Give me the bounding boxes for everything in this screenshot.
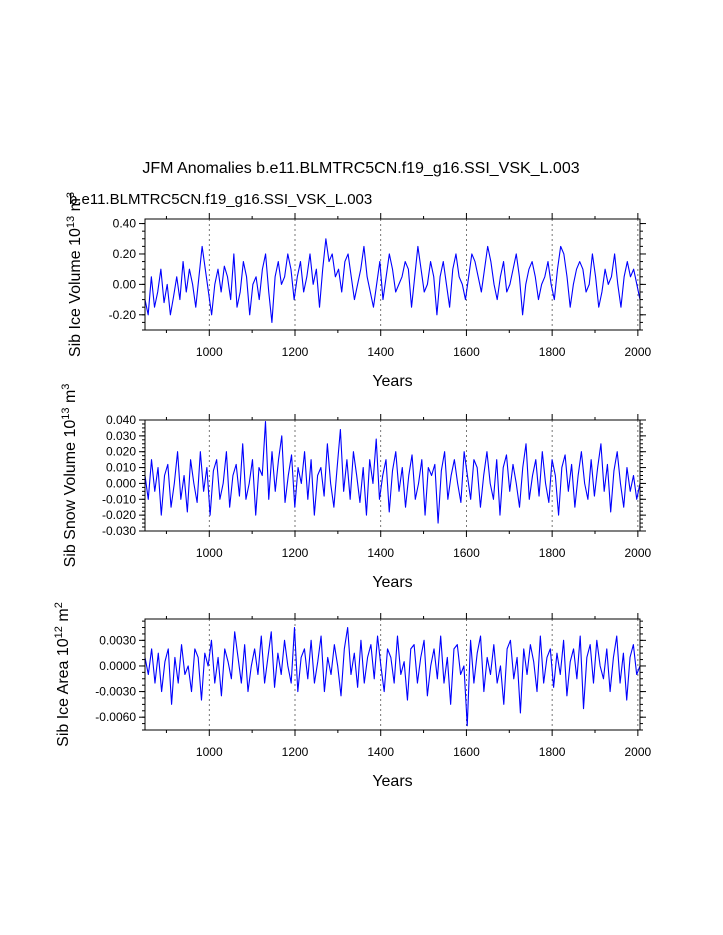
- series-line: [144, 238, 641, 323]
- y-axis-title: Sib Snow Volume 1013 m3: [60, 384, 79, 568]
- y-tick-label: -0.010: [102, 492, 136, 506]
- figure-title: JFM Anomalies b.e11.BLMTRC5CN.f19_g16.SS…: [142, 160, 579, 177]
- plot-frame: [144, 618, 641, 731]
- y-axis-title: Sib Ice Volume 1013 m3: [65, 192, 84, 357]
- x-axis-title: Years: [372, 373, 412, 390]
- y-axis-title-part: 13: [60, 408, 72, 420]
- y-axis-title-part: 3: [65, 192, 77, 198]
- y-axis-title-part: m: [55, 608, 72, 626]
- y-tick-label: -0.020: [102, 508, 136, 522]
- x-tick-label: 1000: [196, 345, 223, 359]
- x-axis-title: Years: [372, 574, 412, 591]
- x-tick-label: 1200: [282, 546, 309, 560]
- chart-panel-1: 1000 1200 1400 1600 1800 2000 -0.20 0.00 0.20 0.4…: [65, 192, 652, 390]
- y-axis-title-part: m: [67, 198, 84, 216]
- x-tick-label: 1800: [539, 546, 566, 560]
- x-tick-label: 2000: [625, 345, 652, 359]
- x-tick-label: 1400: [367, 745, 394, 759]
- x-tick-label: 1600: [453, 546, 480, 560]
- y-tick-label: 0.0000: [99, 659, 136, 673]
- plot-frame: [144, 218, 641, 331]
- x-tick-label: 2000: [625, 745, 652, 759]
- y-axis-title-part: 3: [60, 384, 72, 390]
- x-tick-label: 1800: [539, 745, 566, 759]
- y-tick-label: 0.40: [113, 217, 137, 231]
- y-axis-title-part: m: [62, 390, 79, 408]
- series-line: [144, 421, 641, 524]
- x-tick-label: 1000: [196, 546, 223, 560]
- x-axis-title: Years: [372, 773, 412, 790]
- x-tick-label: 1200: [282, 745, 309, 759]
- y-tick-label: 0.000: [106, 476, 136, 490]
- y-tick-label: 0.20: [113, 247, 137, 261]
- x-tick-label: 2000: [625, 546, 652, 560]
- y-tick-label: 0.040: [106, 413, 136, 427]
- y-tick-label: 0.0030: [99, 633, 136, 647]
- y-axis-title-part: 13: [65, 216, 77, 228]
- x-tick-label: 1800: [539, 345, 566, 359]
- panels: 1000 1200 1400 1600 1800 2000 -0.20 0.00 0.20 0.4…: [53, 192, 652, 790]
- x-tick-label: 1400: [367, 345, 394, 359]
- x-tick-label: 1400: [367, 546, 394, 560]
- y-tick-label: 0.020: [106, 445, 136, 459]
- y-tick-label: -0.030: [102, 524, 136, 538]
- x-tick-label: 1200: [282, 345, 309, 359]
- y-axis-title-part: Sib Ice Volume 10: [67, 228, 84, 357]
- y-axis-title-part: Sib Snow Volume 10: [62, 420, 79, 568]
- y-tick-label: 0.030: [106, 429, 136, 443]
- y-axis-title-part: Sib Ice Area 10: [55, 638, 72, 747]
- chart-panel-3: 1000 1200 1400 1600 1800 2000 -0.0060 -0.0030 0.…: [53, 602, 652, 790]
- y-tick-label: 0.010: [106, 461, 136, 475]
- x-tick-label: 1000: [196, 745, 223, 759]
- series-line: [144, 626, 641, 727]
- y-tick-label: -0.20: [109, 308, 137, 322]
- y-tick-label: -0.0060: [95, 710, 136, 724]
- x-tick-label: 1600: [453, 745, 480, 759]
- figure-subtitle: b.e11.BLMTRC5CN.f19_g16.SSI_VSK_L.003: [69, 191, 372, 208]
- y-tick-label: -0.0030: [95, 685, 136, 699]
- y-axis-title: Sib Ice Area 1012 m2: [53, 602, 72, 747]
- y-tick-label: 0.00: [113, 277, 137, 291]
- chart-panel-2: 1000 1200 1400 1600 1800 2000 -0.030 -0.020 -0.0…: [60, 384, 652, 591]
- y-axis-title-part: 2: [53, 602, 65, 608]
- y-axis-title-part: 12: [53, 626, 65, 638]
- x-tick-label: 1600: [453, 345, 480, 359]
